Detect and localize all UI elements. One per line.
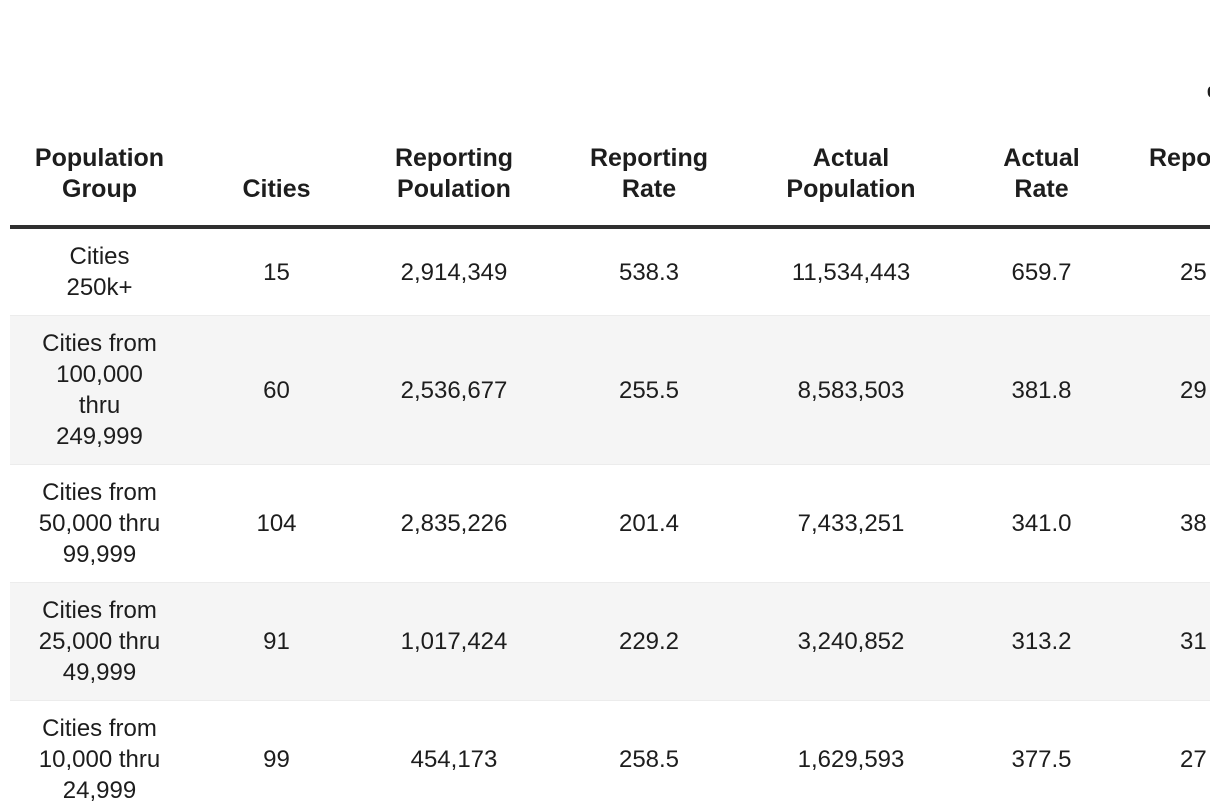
column-header-actual-population: Actual Population (754, 36, 948, 229)
column-header-cities: Cities (189, 36, 364, 229)
cell-pct-reporting: 25 (1135, 227, 1210, 316)
cell-actual-population: 7,433,251 (754, 464, 948, 583)
table-row: Cities from 100,000 thru 249,999 60 2,53… (10, 315, 1210, 465)
cell-actual-rate: 313.2 (948, 582, 1135, 701)
header-row: Population Group Cities Reporting Poulat… (10, 36, 1210, 229)
table-row: Cities 250k+ 15 2,914,349 538.3 11,534,4… (10, 227, 1210, 316)
cell-actual-population: 11,534,443 (754, 227, 948, 316)
cell-reporting-population: 1,017,424 (364, 582, 544, 701)
cell-population-group: Cities from 50,000 thru 99,999 (10, 464, 189, 583)
table-header: Population Group Cities Reporting Poulat… (10, 36, 1210, 229)
population-group-table: Population Group Cities Reporting Poulat… (10, 36, 1210, 802)
cell-actual-rate: 377.5 (1011, 746, 1072, 773)
cell-cities: 60 (189, 315, 364, 465)
column-header-population-group: Population Group (10, 36, 189, 229)
cell-actual-rate: 659.7 (948, 227, 1135, 316)
cell-reporting-rate: 258.5 (618, 746, 680, 773)
column-header-reporting-rate: Reporting Rate (544, 36, 754, 229)
cell-actual-rate: 381.8 (948, 315, 1135, 465)
cell-pct-reporting: 29 (1135, 315, 1210, 465)
cell-cities: 104 (189, 464, 364, 583)
cell-population-group: Cities from 10,000 thru 24,999 (38, 715, 161, 802)
cell-actual-population: 8,583,503 (754, 315, 948, 465)
column-header-reporting-population: Reporting Poulation (364, 36, 544, 229)
cell-actual-population: 3,240,852 (754, 582, 948, 701)
cell-reporting-rate: 255.5 (544, 315, 754, 465)
column-header-pct-reporting: % Reporting (1135, 36, 1210, 229)
cell-pct-reporting: 27 (1180, 746, 1207, 773)
cell-reporting-rate: 201.4 (544, 464, 754, 583)
cell-population-group: Cities from 100,000 thru 249,999 (10, 315, 189, 465)
cell-reporting-rate: 229.2 (544, 582, 754, 701)
cell-population-group: Cities 250k+ (10, 227, 189, 316)
cell-reporting-population: 454,173 (410, 746, 498, 773)
cell-reporting-population: 2,835,226 (364, 464, 544, 583)
cell-cities: 91 (189, 582, 364, 701)
cell-population-group: Cities from 25,000 thru 49,999 (10, 582, 189, 701)
cell-pct-reporting: 31 (1135, 582, 1210, 701)
table-row: Cities from 25,000 thru 49,999 91 1,017,… (10, 582, 1210, 701)
table-row: Cities from 50,000 thru 99,999 104 2,835… (10, 464, 1210, 583)
column-header-pct-reporting-line1: % (1135, 81, 1210, 112)
cell-actual-population: 1,629,593 (797, 746, 905, 773)
datawrapper-table-frame: Population Group Cities Reporting Poulat… (10, 0, 1210, 802)
table-row: Cities from 10,000 thru 24,999 99 454,17… (10, 701, 1210, 802)
table-body: Cities 250k+ 15 2,914,349 538.3 11,534,4… (10, 227, 1210, 802)
column-header-pct-reporting-line2: Reporting (1149, 144, 1210, 172)
cell-reporting-rate: 538.3 (544, 227, 754, 316)
cell-cities: 99 (263, 746, 290, 773)
cell-reporting-population: 2,536,677 (364, 315, 544, 465)
cell-pct-reporting: 38 (1135, 464, 1210, 583)
cell-actual-rate: 341.0 (948, 464, 1135, 583)
cell-reporting-population: 2,914,349 (364, 227, 544, 316)
column-header-actual-rate: Actual Rate (948, 36, 1135, 229)
cell-cities: 15 (189, 227, 364, 316)
